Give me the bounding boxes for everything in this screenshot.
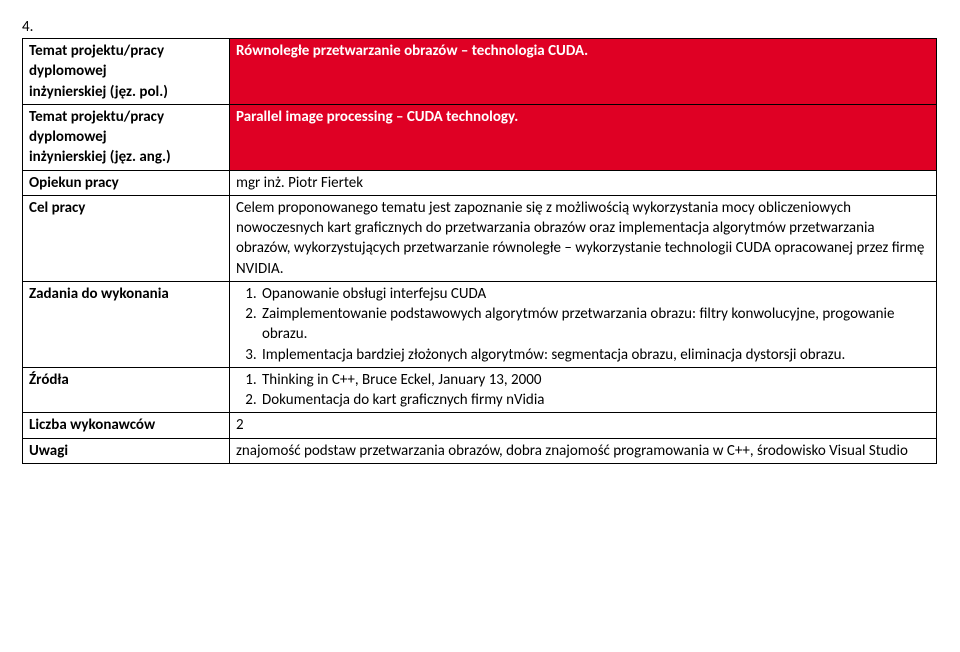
- table-row: Temat projektu/pracy dyplomowej inżynier…: [23, 39, 937, 105]
- value-cell: znajomość podstaw przetwarzania obrazów,…: [230, 438, 937, 463]
- value-cell: Parallel image processing – CUDA technol…: [230, 104, 937, 170]
- label-line: inżynierskiej (jęz. ang.): [29, 147, 223, 167]
- label-cell: Źródła: [23, 367, 230, 413]
- project-table: Temat projektu/pracy dyplomowej inżynier…: [22, 38, 937, 464]
- list-item: Thinking in C++, Bruce Eckel, January 13…: [260, 370, 930, 390]
- list-item: Implementacja bardziej złożonych algoryt…: [260, 345, 930, 365]
- table-row: Opiekun pracy mgr inż. Piotr Fiertek: [23, 170, 937, 195]
- label-cell: Uwagi: [23, 438, 230, 463]
- value-cell: Równoległe przetwarzanie obrazów – techn…: [230, 39, 937, 105]
- item-number: 4.: [22, 18, 938, 36]
- table-row: Uwagi znajomość podstaw przetwarzania ob…: [23, 438, 937, 463]
- table-row: Źródła Thinking in C++, Bruce Eckel, Jan…: [23, 367, 937, 413]
- label-cell: Opiekun pracy: [23, 170, 230, 195]
- value-cell: Thinking in C++, Bruce Eckel, January 13…: [230, 367, 937, 413]
- list-item: Zaimplementowanie podstawowych algorytmó…: [260, 304, 930, 345]
- value-cell: Celem proponowanego tematu jest zapoznan…: [230, 195, 937, 281]
- value-cell: 2: [230, 413, 937, 438]
- table-row: Zadania do wykonania Opanowanie obsługi …: [23, 281, 937, 367]
- value-cell: mgr inż. Piotr Fiertek: [230, 170, 937, 195]
- list-item: Opanowanie obsługi interfejsu CUDA: [260, 284, 930, 304]
- label-cell: Cel pracy: [23, 195, 230, 281]
- value-cell: Opanowanie obsługi interfejsu CUDA Zaimp…: [230, 281, 937, 367]
- label-cell: Temat projektu/pracy dyplomowej inżynier…: [23, 39, 230, 105]
- label-line: Temat projektu/pracy: [29, 41, 223, 61]
- table-row: Cel pracy Celem proponowanego tematu jes…: [23, 195, 937, 281]
- label-cell: Liczba wykonawców: [23, 413, 230, 438]
- label-line: Temat projektu/pracy: [29, 107, 223, 127]
- label-line: inżynierskiej (jęz. pol.): [29, 82, 223, 102]
- label-cell: Zadania do wykonania: [23, 281, 230, 367]
- label-cell: Temat projektu/pracy dyplomowej inżynier…: [23, 104, 230, 170]
- table-row: Liczba wykonawców 2: [23, 413, 937, 438]
- label-line: dyplomowej: [29, 127, 223, 147]
- list-item: Dokumentacja do kart graficznych firmy n…: [260, 390, 930, 410]
- table-row: Temat projektu/pracy dyplomowej inżynier…: [23, 104, 937, 170]
- label-line: dyplomowej: [29, 61, 223, 81]
